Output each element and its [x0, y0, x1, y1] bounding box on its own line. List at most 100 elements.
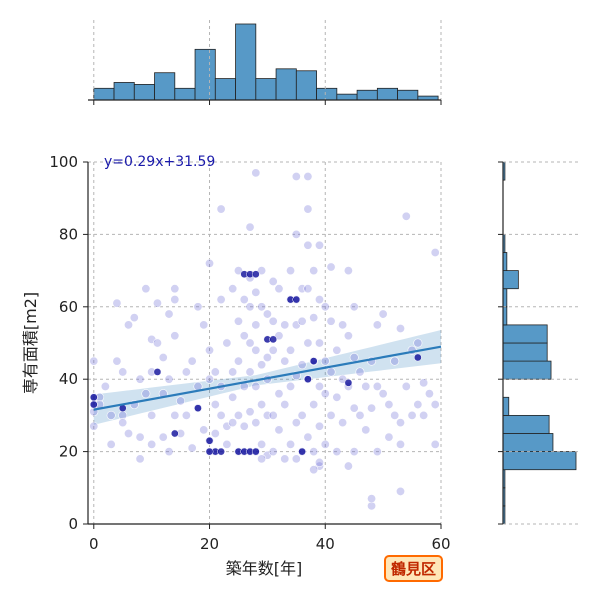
data-point [268, 410, 278, 420]
data-point [349, 352, 359, 362]
right-hist-bar [502, 270, 519, 290]
data-point [274, 389, 284, 399]
data-point [152, 338, 162, 348]
data-point [118, 367, 128, 377]
data-point [430, 248, 440, 258]
data-point-dense [344, 378, 353, 387]
data-point [303, 338, 313, 348]
data-point [280, 320, 290, 330]
data-point [384, 432, 394, 442]
data-point [314, 338, 324, 348]
data-point [257, 266, 267, 276]
data-point [152, 298, 162, 308]
regression-annotation: y=0.29x+31.59 [104, 154, 215, 170]
top-hist-bar [336, 93, 358, 101]
data-point [147, 410, 157, 420]
data-point [257, 302, 267, 312]
data-point [245, 407, 255, 417]
data-point [141, 389, 151, 399]
data-point [367, 403, 377, 413]
data-point [413, 338, 423, 348]
data-point [112, 298, 122, 308]
data-point [407, 410, 417, 420]
data-point [222, 338, 232, 348]
axes [83, 161, 442, 529]
data-point [372, 447, 382, 457]
data-point [291, 454, 301, 464]
data-point [233, 266, 243, 276]
data-point [280, 454, 290, 464]
data-point [297, 316, 307, 326]
data-point [274, 284, 284, 294]
data-point-dense [89, 400, 98, 409]
data-point [239, 421, 249, 431]
regression-line [93, 345, 442, 411]
data-point [233, 410, 243, 420]
data-point [262, 352, 272, 362]
data-point [176, 396, 186, 406]
data-point [361, 425, 371, 435]
data-point [390, 410, 400, 420]
data-point [170, 284, 180, 294]
top-hist-bar [376, 87, 398, 101]
data-point [187, 443, 197, 453]
data-point [228, 367, 238, 377]
right-hist-bar [502, 360, 552, 380]
data-point [286, 439, 296, 449]
data-point [181, 367, 191, 377]
data-point [193, 302, 203, 312]
y-tick-label: 20 [59, 443, 78, 461]
data-point [187, 356, 197, 366]
data-point [239, 331, 249, 341]
data-point-dense [89, 393, 98, 402]
data-point [395, 486, 405, 496]
data-point [222, 439, 232, 449]
data-point [314, 295, 324, 305]
data-point [164, 447, 174, 457]
x-tick-label: 40 [316, 535, 335, 553]
data-point [210, 400, 220, 410]
data-point [338, 374, 348, 384]
data-point [205, 374, 215, 384]
top-hist-bar [133, 84, 155, 101]
data-point [291, 320, 301, 330]
data-point [384, 400, 394, 410]
top-hist-bar [214, 78, 236, 101]
data-point [332, 345, 342, 355]
y-tick-label: 60 [59, 298, 78, 316]
data-point [251, 168, 261, 178]
top-histogram [88, 20, 442, 105]
data-point [100, 381, 110, 391]
data-point [395, 439, 405, 449]
data-point [262, 450, 272, 460]
data-point [257, 400, 267, 410]
data-point [419, 410, 429, 420]
y-tick-label: 40 [59, 370, 78, 388]
y-tick-label: 0 [68, 515, 78, 533]
data-point [338, 418, 348, 428]
data-point [233, 356, 243, 366]
data-point [106, 439, 116, 449]
data-point [228, 284, 238, 294]
data-point-dense [414, 353, 422, 362]
data-point [303, 171, 313, 181]
top-hist-bar [295, 70, 317, 101]
data-point-dense [251, 270, 260, 279]
data-point [251, 418, 261, 428]
data-point [251, 320, 261, 330]
data-point [309, 266, 319, 276]
data-point [199, 320, 209, 330]
top-hist-bar [397, 89, 419, 101]
data-point [245, 302, 255, 312]
data-point [413, 400, 423, 410]
data-point [268, 276, 278, 286]
data-point-dense [205, 436, 214, 445]
data-point [372, 320, 382, 330]
data-point [320, 439, 330, 449]
data-point [170, 410, 180, 420]
data-point [314, 421, 324, 431]
data-point [343, 461, 353, 471]
top-hist-bar [113, 82, 135, 101]
right-hist-bar [502, 396, 510, 416]
data-point [395, 418, 405, 428]
